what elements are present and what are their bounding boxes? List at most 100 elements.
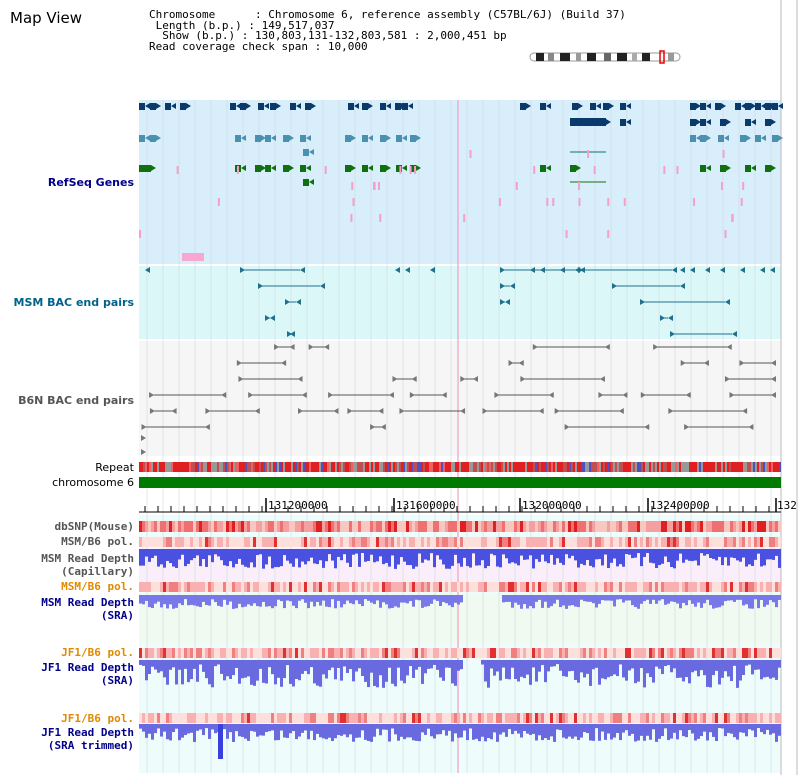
ruler-tick-label: 131600000: [396, 499, 456, 512]
depth-bar: [154, 595, 157, 604]
repeat-segment: [193, 462, 195, 472]
msm-pol-heat-cell: [163, 537, 166, 547]
depth-bar: [655, 660, 658, 667]
depth-bar: [541, 595, 544, 608]
msm-pol-heat-cell: [619, 537, 622, 547]
depth-bar: [208, 724, 211, 739]
jf1-pol-heat-cell: [244, 648, 247, 658]
depth-bar: [313, 595, 316, 607]
jf1-pol-heat-cell: [343, 648, 346, 658]
jf1-pol-heat-cell: [598, 648, 601, 658]
repeat-segment: [353, 462, 355, 472]
jf1-pol-heat-cell: [628, 713, 631, 723]
repeat-segment: [303, 462, 305, 472]
depth-bar: [718, 549, 721, 557]
msm-pol-heat-cell: [706, 537, 709, 547]
depth-bar: [523, 660, 526, 679]
msm-pol-heat-cell: [415, 537, 418, 547]
depth-bar: [499, 549, 502, 568]
repeat-segment: [345, 462, 347, 472]
depth-bar: [337, 549, 340, 557]
msm-pol-heat-cell: [322, 537, 325, 547]
depth-bar: [490, 660, 493, 669]
jf1-pol-heat-cell: [385, 713, 388, 723]
depth-bar: [361, 660, 364, 677]
depth-bar: [739, 549, 742, 562]
bac-end-arrow: [720, 267, 725, 273]
repeat-segment: [239, 462, 241, 472]
bac-end-arrow: [238, 376, 244, 382]
dbsnp-heat-cell: [433, 521, 436, 532]
dbsnp-heat-cell: [394, 521, 397, 532]
msm-pol-heat-cell: [757, 582, 760, 592]
msm-pol-heat-cell: [589, 537, 592, 547]
dbsnp-heat-cell: [511, 521, 514, 532]
depth-bar: [703, 549, 706, 556]
depth-bar: [367, 724, 370, 741]
gene-mark: [607, 198, 610, 206]
msm-pol-heat-cell: [241, 537, 244, 547]
gene-exon: [745, 103, 751, 110]
repeat-segment: [509, 462, 511, 472]
depth-bar: [397, 595, 400, 608]
bac-end-arrow: [618, 408, 624, 414]
dbsnp-heat-cell: [535, 521, 538, 532]
jf1-pol-heat-cell: [286, 648, 289, 658]
jf1-pol-heat-cell: [730, 713, 733, 723]
jf1-pol-heat-cell: [592, 713, 595, 723]
msm-pol-heat-cell: [469, 582, 472, 592]
gene-arrow: [271, 165, 276, 171]
depth-bar: [301, 724, 304, 733]
depth-bar: [442, 660, 445, 681]
repeat-segment: [693, 462, 695, 472]
depth-bar: [400, 595, 403, 603]
jf1-pol-heat-cell: [391, 713, 394, 723]
repeat-segment: [595, 462, 597, 472]
depth-bar: [241, 549, 244, 565]
msm-pol-heat-cell: [298, 582, 301, 592]
jf1-pol-heat-cell: [514, 648, 517, 658]
msm-pol-heat-cell: [685, 537, 688, 547]
msm-pol-heat-cell: [181, 582, 184, 592]
msm-pol-heat-cell: [580, 582, 583, 592]
msm-pol-heat-cell: [538, 537, 541, 547]
jf1-pol-heat-cell: [151, 713, 154, 723]
msm-pol-heat-cell: [424, 537, 427, 547]
repeat-segment: [207, 462, 209, 472]
jf1-pol-heat-cell: [190, 713, 193, 723]
repeat-segment: [395, 462, 397, 472]
depth-bar: [760, 549, 763, 567]
msm-pol-heat-cell: [724, 582, 727, 592]
repeat-segment: [427, 462, 429, 472]
jf1-pol-heat-cell: [595, 713, 598, 723]
msm-pol-heat-cell: [583, 537, 586, 547]
jf1-pol-heat-cell: [574, 713, 577, 723]
jf1-pol-heat-cell: [484, 648, 487, 658]
msm-pol-heat-cell: [250, 582, 253, 592]
msm-pol-heat-cell: [364, 582, 367, 592]
jf1-pol-heat-cell: [214, 648, 217, 658]
jf1-pol-heat-cell: [238, 713, 241, 723]
depth-bar: [529, 595, 532, 607]
jf1-pol-heat-cell: [349, 713, 352, 723]
depth-bar: [763, 660, 766, 678]
repeat-segment: [633, 462, 635, 472]
dbsnp-heat-cell: [418, 521, 421, 532]
bac-end-arrow: [324, 344, 330, 350]
jf1-pol-heat-cell: [328, 713, 331, 723]
depth-bar: [145, 724, 148, 738]
jf1-pol-heat-cell: [736, 648, 739, 658]
depth-bar: [253, 660, 256, 686]
msm-pol-heat-cell: [169, 537, 172, 547]
depth-bar: [709, 660, 712, 688]
depth-bar: [526, 660, 529, 675]
depth-bar: [637, 595, 640, 609]
depth-bar: [166, 660, 169, 685]
repeat-segment: [569, 462, 571, 472]
jf1-pol-heat-cell: [226, 648, 229, 658]
msm-pol-heat-cell: [244, 582, 247, 592]
jf1-pol-heat-cell: [262, 713, 265, 723]
msm-pol-heat-cell: [232, 582, 235, 592]
jf1-pol-heat-cell: [676, 648, 679, 658]
